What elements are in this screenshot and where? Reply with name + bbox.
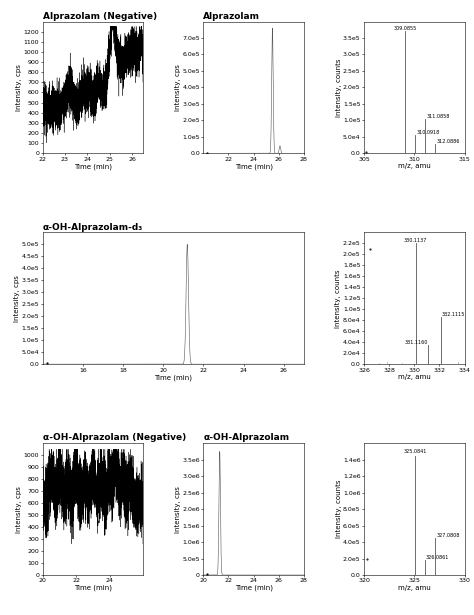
X-axis label: Time (min): Time (min) bbox=[154, 374, 192, 381]
Text: 325.0841: 325.0841 bbox=[403, 449, 427, 454]
Text: 326.0861: 326.0861 bbox=[426, 555, 449, 560]
Y-axis label: Intensity, counts: Intensity, counts bbox=[336, 58, 342, 117]
Y-axis label: Intensity, cps: Intensity, cps bbox=[16, 486, 22, 533]
X-axis label: Time (min): Time (min) bbox=[74, 163, 112, 170]
Text: 330.1137: 330.1137 bbox=[404, 238, 428, 243]
Y-axis label: Intensity, cps: Intensity, cps bbox=[175, 486, 181, 533]
Y-axis label: Intensity, cps: Intensity, cps bbox=[16, 64, 22, 111]
Y-axis label: Intensity, counts: Intensity, counts bbox=[336, 269, 341, 328]
Text: α-OH-Alprazolam (Negative): α-OH-Alprazolam (Negative) bbox=[43, 434, 186, 442]
Text: 311.0858: 311.0858 bbox=[427, 114, 450, 119]
X-axis label: Time (min): Time (min) bbox=[235, 163, 273, 170]
X-axis label: Time (min): Time (min) bbox=[74, 585, 112, 592]
Text: 331.1160: 331.1160 bbox=[404, 340, 428, 345]
Text: 312.0886: 312.0886 bbox=[436, 139, 460, 144]
Text: 309.0855: 309.0855 bbox=[393, 26, 417, 31]
X-axis label: m/z, amu: m/z, amu bbox=[398, 163, 431, 169]
Y-axis label: Intensity, cps: Intensity, cps bbox=[175, 64, 181, 111]
X-axis label: Time (min): Time (min) bbox=[235, 585, 273, 592]
Text: 310.0918: 310.0918 bbox=[416, 130, 439, 135]
X-axis label: m/z, amu: m/z, amu bbox=[398, 585, 431, 591]
Text: Alprazolam: Alprazolam bbox=[203, 12, 260, 21]
Text: Alprazolam (Negative): Alprazolam (Negative) bbox=[43, 12, 157, 21]
Y-axis label: Intensity, counts: Intensity, counts bbox=[336, 480, 342, 538]
Text: α-OH-Alprazolam: α-OH-Alprazolam bbox=[203, 434, 290, 442]
Text: 327.0808: 327.0808 bbox=[436, 533, 460, 538]
X-axis label: m/z, amu: m/z, amu bbox=[398, 374, 431, 380]
Text: 332.1115: 332.1115 bbox=[442, 312, 465, 317]
Text: α-OH-Alprazolam-d₃: α-OH-Alprazolam-d₃ bbox=[43, 223, 143, 232]
Y-axis label: Intensity, cps: Intensity, cps bbox=[14, 275, 20, 322]
